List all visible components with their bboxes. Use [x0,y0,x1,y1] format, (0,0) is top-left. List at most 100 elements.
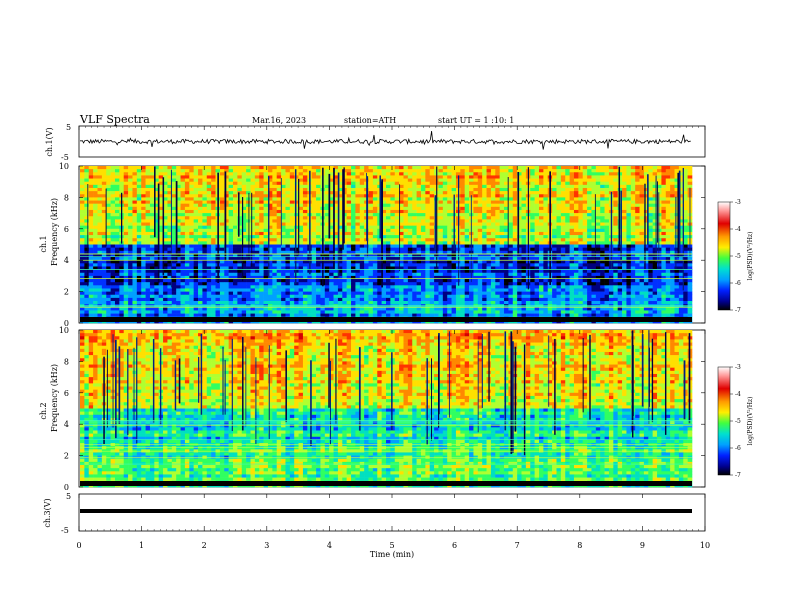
spectrogram-cell [622,235,627,239]
spectrogram-cell [582,203,588,208]
spectrogram-cell [678,203,684,208]
spectrogram-cell [211,206,216,211]
spectrogram-cell [189,231,194,236]
spectrogram-cell [635,175,640,179]
spectrogram-cell [652,263,658,267]
spectrogram-cell [573,184,579,189]
spectrogram-cell [233,213,238,217]
spectrogram-cell [451,266,457,270]
spectrogram-cell [442,253,448,258]
spectrogram-cell [364,266,369,270]
spectrogram-cell [114,187,120,192]
spectrogram-cell [394,194,400,198]
spectrogram-cell [390,250,396,255]
spectrogram-cell [329,263,334,267]
spectrogram-cell [149,260,155,264]
spectrogram-cell [556,213,562,217]
spectrogram-cell [233,225,238,230]
spectrogram-cell [604,269,610,274]
spectrogram-cell [648,197,653,201]
spectrogram-cell [412,247,417,252]
spectrogram-cell [289,209,295,214]
spectrogram-cell [399,209,404,214]
spectrogram-cell [346,178,352,182]
spectrogram-cell [171,275,177,280]
spectrogram-cell [403,194,409,198]
spectrogram-cell [145,238,151,242]
spectrogram-cell [250,253,256,258]
spectrogram-cell [429,169,435,173]
spectrogram-cell [547,166,553,170]
spectrogram-cell [80,175,85,179]
spectrogram-cell [521,266,527,270]
spectrogram-cell [267,197,273,201]
spectrogram-cell [80,241,85,245]
spectrogram-cell [246,275,251,280]
spectrogram-cell [477,216,483,220]
spectrogram-cell [167,241,173,245]
spectrogram-cell [670,181,675,186]
spectrogram-cell [613,178,618,182]
spectrogram-cell [110,263,116,267]
spectrogram-cell [630,175,636,179]
spectrogram-cell [635,216,640,220]
spectrogram-cell [267,269,273,274]
spectrogram-cell [267,219,273,223]
spectrogram-cell [543,172,549,176]
spectrogram-cell [657,222,662,226]
spectrogram-cell [93,235,98,239]
spectrogram-cell [149,184,155,189]
spectrogram-cell [464,241,470,245]
spectrogram-cell [337,219,343,223]
spectrogram-cell [246,206,251,211]
spectrogram-cell [259,216,264,220]
spectrogram-cell [377,250,382,255]
spectrogram-cell [665,169,671,173]
spectrogram-cell [93,200,98,204]
spectrogram-cell [324,257,330,261]
spectrogram-cell [246,184,251,189]
spectrogram-cell [285,228,291,233]
spectrogram-cell [167,222,173,226]
spectrogram-cell [683,219,688,223]
spectrogram-cell [429,235,435,239]
spectrogram-cell [294,216,299,220]
spectrogram-cell [517,228,522,233]
spectrogram-cell [438,187,444,192]
spectrogram-cell [158,200,164,204]
spectrogram-cell [101,194,107,198]
spectrogram-cell [324,178,330,182]
spectrogram-cell [499,203,505,208]
spectrogram-cell [163,253,168,258]
spectrogram-cell [560,197,566,201]
spectrogram-cell [438,260,444,264]
spectrogram-cell [386,241,391,245]
spectrogram-cell [438,235,444,239]
spectrogram-cell [211,166,216,170]
spectrogram-cell [573,187,579,192]
spectrogram-cell [110,231,116,236]
spectrogram-cell [272,203,278,208]
spectrogram-cell [171,197,177,201]
spectrogram-cell [324,213,330,217]
spectrogram-cell [657,181,662,186]
spectrogram-cell [128,266,133,270]
spectrogram-cell [674,235,680,239]
spectrogram-cell [202,263,208,267]
spectrogram-cell [316,263,321,267]
spectrogram-cell [228,222,234,226]
spectrogram-cell [189,272,194,277]
spectrogram-cell [604,216,610,220]
spectrogram-cell [302,178,308,182]
spectrogram-cell [403,250,409,255]
spectrogram-cell [141,187,146,192]
spectrogram-cell [211,175,216,179]
spectrogram-cell [447,181,452,186]
spectrogram-cell [425,209,431,214]
spectrogram-cell [80,200,85,204]
spectrogram-cell [643,194,649,198]
spectrogram-cell [189,187,194,192]
spectrogram-cell [337,209,343,214]
spectrogram-cell [652,231,658,236]
